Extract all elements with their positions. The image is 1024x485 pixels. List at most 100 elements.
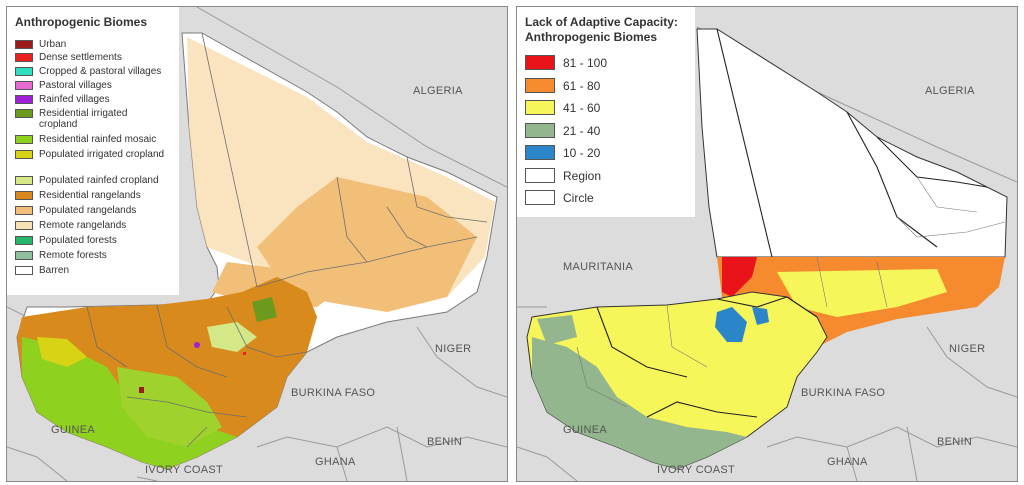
band-41-60-north [777, 269, 947, 317]
border-ci-left [136, 476, 158, 481]
border-niger-burkina-left [416, 326, 507, 398]
circle-boundary-6 [576, 346, 628, 408]
legend-swatch [15, 176, 33, 185]
legend-label: 10 - 20 [563, 146, 601, 160]
legend-swatch [15, 67, 33, 76]
country-label-burkina-faso: BURKINA FASO [801, 387, 886, 399]
border-benin-right [906, 426, 918, 481]
irrigated-patch [37, 337, 87, 367]
legend-swatch [525, 122, 555, 138]
region-boundary-4 [716, 296, 818, 318]
region-line-7 [156, 304, 228, 378]
circle-boundary-3 [816, 256, 828, 308]
legend-swatch [15, 40, 33, 49]
country-label-ghana: GHANA [827, 456, 868, 468]
legend-swatch [525, 55, 555, 70]
rainfed-cropland-patch [207, 322, 257, 352]
legend-label: Residential rangelands [39, 190, 141, 201]
border-niger-right [926, 326, 1017, 398]
region-line-3 [336, 176, 368, 263]
region-line-10 [186, 426, 208, 448]
country-label-guinea: GUINEA [563, 424, 607, 436]
country-label-benin: BENIN [427, 436, 463, 448]
region-line-6 [86, 306, 128, 368]
region-boundary-5 [596, 306, 688, 378]
circle-boundary-4 [876, 261, 888, 308]
map-canvas-left [7, 7, 507, 481]
legend-label: 81 - 100 [563, 56, 608, 70]
anthropogenic-biomes-map: ALGERIA NIGER BURKINA FASO GUINEA BENIN … [6, 6, 508, 482]
band-81-100 [722, 257, 757, 297]
legend-label: Barren [39, 265, 70, 276]
border-togo-left [336, 446, 348, 481]
border-algeria-niger-left [196, 7, 507, 188]
legend-swatch [15, 191, 33, 200]
legend-label: 21 - 40 [563, 123, 601, 138]
country-label-ghana: GHANA [315, 456, 356, 468]
legend-swatch [15, 221, 33, 230]
border-ghana-left [256, 426, 507, 448]
legend-swatch [15, 109, 33, 118]
legend-swatch [15, 266, 33, 275]
irrigated-cropland-patch [252, 297, 277, 322]
border-guinea-right [517, 446, 578, 481]
circle-boundary-2 [916, 176, 978, 213]
legend-label: Circle [563, 191, 594, 205]
region-line-5 [406, 156, 488, 223]
legend-title: Anthropogenic Biomes [15, 15, 148, 29]
band-10-20-b [752, 307, 769, 325]
legend-swatch [15, 150, 33, 159]
legend-label: Residential irrigated cropland [39, 108, 128, 130]
legend-left: Anthropogenic Biomes Urban Dense settleme… [7, 7, 179, 295]
legend-label: Populated forests [39, 235, 117, 246]
legend-swatch [15, 53, 33, 62]
border-guinea-left [7, 446, 68, 481]
mali-north-right [696, 28, 1008, 258]
legend-label: Pastoral villages [39, 80, 112, 91]
border-ghana-right [766, 426, 1017, 448]
region-boundary-6 [646, 401, 758, 418]
legend-swatch [525, 100, 555, 115]
country-label-algeria: ALGERIA [925, 85, 975, 97]
region-boundary-1 [716, 28, 773, 258]
legend-swatch [15, 81, 33, 90]
country-label-niger: NIGER [435, 343, 472, 355]
band-10-20 [715, 307, 747, 342]
legend-swatch [15, 95, 33, 104]
legend-label: Region [563, 168, 602, 183]
adaptive-capacity-map: ALGERIA MAURITANIA NIGER BURKINA FASO GU… [516, 6, 1018, 482]
country-label-guinea: GUINEA [51, 424, 95, 436]
legend-label: Residential rainfed mosaic [39, 134, 157, 145]
legend-right: Lack of Adaptive Capacity: Anthropogenic… [517, 7, 695, 217]
legend-swatch [15, 135, 33, 144]
legend-label: Populated irrigated cropland [39, 149, 165, 160]
legend-label: Dense settlements [39, 52, 122, 63]
border-benin-left [396, 426, 408, 481]
legend-label: Remote rangelands [39, 220, 127, 231]
band-21-40-west [537, 315, 577, 345]
country-label-benin: BENIN [937, 436, 973, 448]
legend-swatch [525, 190, 555, 205]
legend-label: 41 - 60 [563, 101, 601, 115]
country-label-ivory-coast: IVORY COAST [145, 464, 224, 476]
country-label-algeria: ALGERIA [413, 85, 463, 97]
region-boundary-3 [876, 136, 988, 188]
legend-label: Populated rangelands [39, 205, 137, 216]
country-label-ivory-coast: IVORY COAST [657, 464, 736, 476]
legend-swatch [525, 167, 555, 183]
rainfed-village-dot [194, 342, 200, 348]
legend-title: Lack of Adaptive Capacity: Anthropogenic… [517, 7, 695, 45]
legend-label: 61 - 80 [563, 78, 601, 93]
legend-label: Urban [39, 39, 67, 50]
circle-boundary-1 [896, 216, 1006, 238]
country-label-burkina-faso: BURKINA FASO [291, 387, 376, 399]
region-line-8 [126, 396, 248, 418]
legend-swatch [15, 236, 33, 245]
legend-swatch [525, 145, 555, 160]
region-line-1 [201, 32, 258, 288]
legend-swatch [15, 206, 33, 215]
region-line-4 [386, 206, 428, 248]
border-togo-right [846, 446, 858, 481]
band-21-40 [532, 337, 747, 469]
region-boundary-2 [846, 111, 938, 248]
